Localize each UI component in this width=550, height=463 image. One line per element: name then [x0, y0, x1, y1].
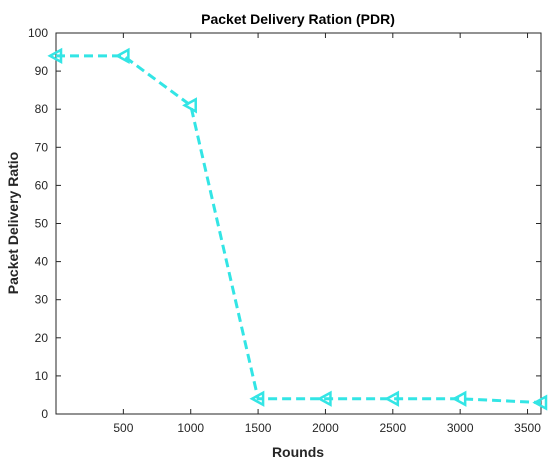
- plot-area-frame: [55, 32, 542, 415]
- data-point-marker: [47, 47, 63, 64]
- x-tick-label: 1000: [177, 421, 204, 435]
- x-tick-label: 2000: [312, 421, 339, 435]
- y-tick-label: 60: [35, 178, 49, 192]
- y-tick-label: 30: [35, 293, 49, 307]
- series-layer: [47, 47, 548, 411]
- x-axis-label: Rounds: [272, 444, 324, 460]
- y-tick-label: 90: [35, 64, 49, 78]
- data-point-marker: [316, 390, 332, 407]
- y-tick-label: 10: [35, 369, 49, 383]
- y-tick-label: 0: [41, 407, 48, 421]
- data-point-marker: [384, 390, 400, 407]
- x-tick-label: 2500: [379, 421, 406, 435]
- data-point-marker: [182, 97, 197, 114]
- x-tick-label: 3000: [447, 421, 474, 435]
- x-tick-label: 1500: [245, 421, 272, 435]
- y-tick-label: 50: [35, 217, 49, 231]
- y-tick-label: 20: [35, 331, 49, 345]
- chart-title: Packet Delivery Ration (PDR): [201, 11, 395, 27]
- data-point-marker: [451, 390, 467, 407]
- data-point-marker: [114, 47, 130, 64]
- y-axis-ticks: 0 10 20 30 40 50 60 70 80 90 100: [28, 26, 541, 421]
- y-tick-label: 40: [35, 255, 49, 269]
- y-tick-label: 100: [28, 26, 48, 40]
- x-tick-label: 3500: [514, 421, 541, 435]
- data-point-marker: [532, 394, 548, 411]
- y-tick-label: 80: [35, 102, 49, 116]
- x-axis-ticks: 500 1000 1500 2000 2500 3000 3500: [113, 33, 541, 435]
- x-tick-label: 500: [113, 421, 133, 435]
- y-axis-label: Packet Delivery Ratio: [5, 152, 21, 294]
- data-point-marker: [249, 390, 265, 407]
- y-tick-label: 70: [35, 140, 49, 154]
